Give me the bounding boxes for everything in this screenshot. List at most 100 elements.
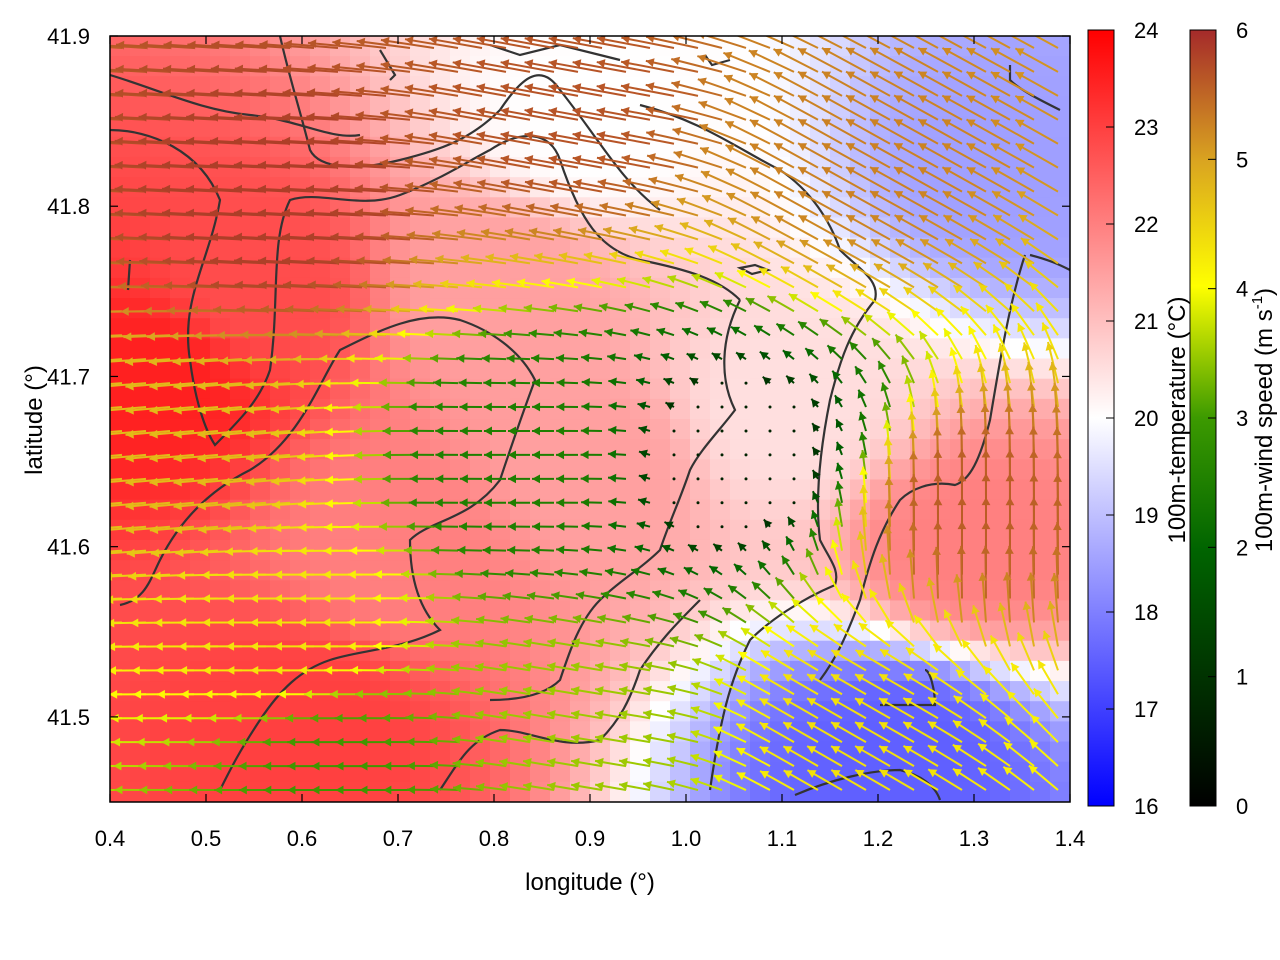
temperature-cell (730, 116, 751, 138)
temperature-cell (770, 560, 791, 581)
temperature-cell (170, 177, 191, 198)
wind-arrow (608, 251, 651, 265)
temperature-cell (750, 459, 771, 481)
wind-arrow (802, 264, 843, 289)
wind-arrow (406, 785, 435, 795)
wind-arrow (652, 589, 675, 600)
temperature-cell (790, 479, 811, 501)
temperature-cell (270, 237, 291, 259)
wind-arrow (409, 426, 435, 436)
temperature-cell (550, 519, 571, 541)
temperature-cell (110, 116, 131, 138)
temperature-cell (110, 358, 131, 380)
wind-arrow (762, 375, 772, 386)
wind-arrow (1017, 213, 1059, 241)
temperature-cell (430, 721, 451, 743)
temperature-cell (130, 721, 151, 743)
wind-arrow (941, 47, 987, 73)
wind-arrow (485, 253, 531, 265)
temperature-cell (530, 600, 551, 622)
wind-arrow (149, 405, 195, 415)
temperature-cell (490, 237, 511, 259)
temperature-cell (350, 358, 371, 380)
temperature-cell (670, 499, 691, 521)
temperature-cell (570, 358, 591, 380)
temperature-cell (410, 479, 431, 501)
temperature-cell (470, 36, 491, 57)
wind-arrow (330, 136, 387, 146)
wind-arrow (683, 566, 699, 576)
temperature-cell (630, 439, 651, 460)
temperature-cell (1030, 277, 1051, 299)
temperature-cell (290, 96, 311, 118)
wind-arrow (766, 295, 795, 313)
wind-arrow (596, 154, 651, 169)
temperature-cell (290, 419, 311, 440)
temperature-cell (290, 560, 311, 581)
temperature-cell (990, 781, 1011, 802)
wind-arrow (894, 214, 939, 241)
temperature-cell (590, 398, 611, 420)
wind-arrow (825, 263, 867, 289)
temperature-cell (710, 499, 731, 521)
temperature-cell (990, 439, 1011, 460)
temperature-cell (930, 459, 951, 481)
wind-arrow (355, 86, 411, 97)
colorbar-tick-label: 18 (1134, 600, 1158, 625)
wind-arrow (908, 522, 918, 575)
temperature-cell (410, 358, 431, 380)
wind-arrow (149, 429, 195, 439)
wind-arrow (698, 100, 747, 121)
wind-arrow (638, 449, 651, 459)
wind-arrow (942, 214, 987, 241)
temperature-cell (690, 398, 711, 420)
wind-arrow (792, 405, 796, 409)
wind-arrow (725, 167, 771, 193)
contour-line (119, 316, 537, 791)
wind-arrow (551, 591, 579, 601)
temperature-cell (990, 580, 1011, 602)
wind-arrow (359, 785, 387, 795)
wind-arrow (917, 70, 963, 97)
temperature-cell (250, 560, 271, 581)
temperature-cell (1010, 177, 1031, 198)
wind-arrow (429, 736, 459, 746)
wind-arrow (454, 204, 507, 217)
wind-arrow (406, 230, 459, 241)
temperature-cell (390, 439, 411, 460)
temperature-cell (1050, 197, 1070, 219)
temperature-cell (590, 479, 611, 501)
temperature-cell (1010, 338, 1031, 360)
wind-arrow (428, 155, 483, 169)
wind-arrow (706, 326, 723, 337)
temperature-cell (170, 76, 191, 98)
wind-arrow (830, 673, 867, 696)
wind-arrow (235, 40, 291, 50)
wind-arrow (690, 705, 723, 720)
wind-arrow (110, 406, 147, 412)
temperature-cell (250, 237, 271, 259)
wind-arrow (808, 373, 819, 384)
temperature-cell (1030, 781, 1051, 802)
wind-arrow (977, 742, 1011, 767)
y-tick-label: 41.9 (47, 24, 90, 49)
wind-arrow (532, 450, 555, 460)
temperature-cell (1030, 459, 1051, 481)
wind-arrow (645, 36, 699, 49)
wind-arrow (406, 522, 435, 531)
temperature-cell (250, 640, 271, 662)
wind-arrow (701, 194, 747, 217)
wind-arrow (306, 88, 363, 97)
plot-area (110, 36, 1070, 802)
wind-arrow (696, 453, 700, 457)
wind-arrow (579, 568, 603, 577)
temperature-cell (670, 257, 691, 279)
temperature-cell (910, 177, 931, 198)
temperature-cell (990, 479, 1011, 501)
wind-arrow (451, 735, 483, 744)
wind-arrow (835, 441, 844, 456)
wind-arrow (726, 192, 771, 217)
wind-arrow (811, 490, 821, 504)
temperature-cell (250, 277, 271, 299)
temperature-cell (490, 660, 511, 682)
